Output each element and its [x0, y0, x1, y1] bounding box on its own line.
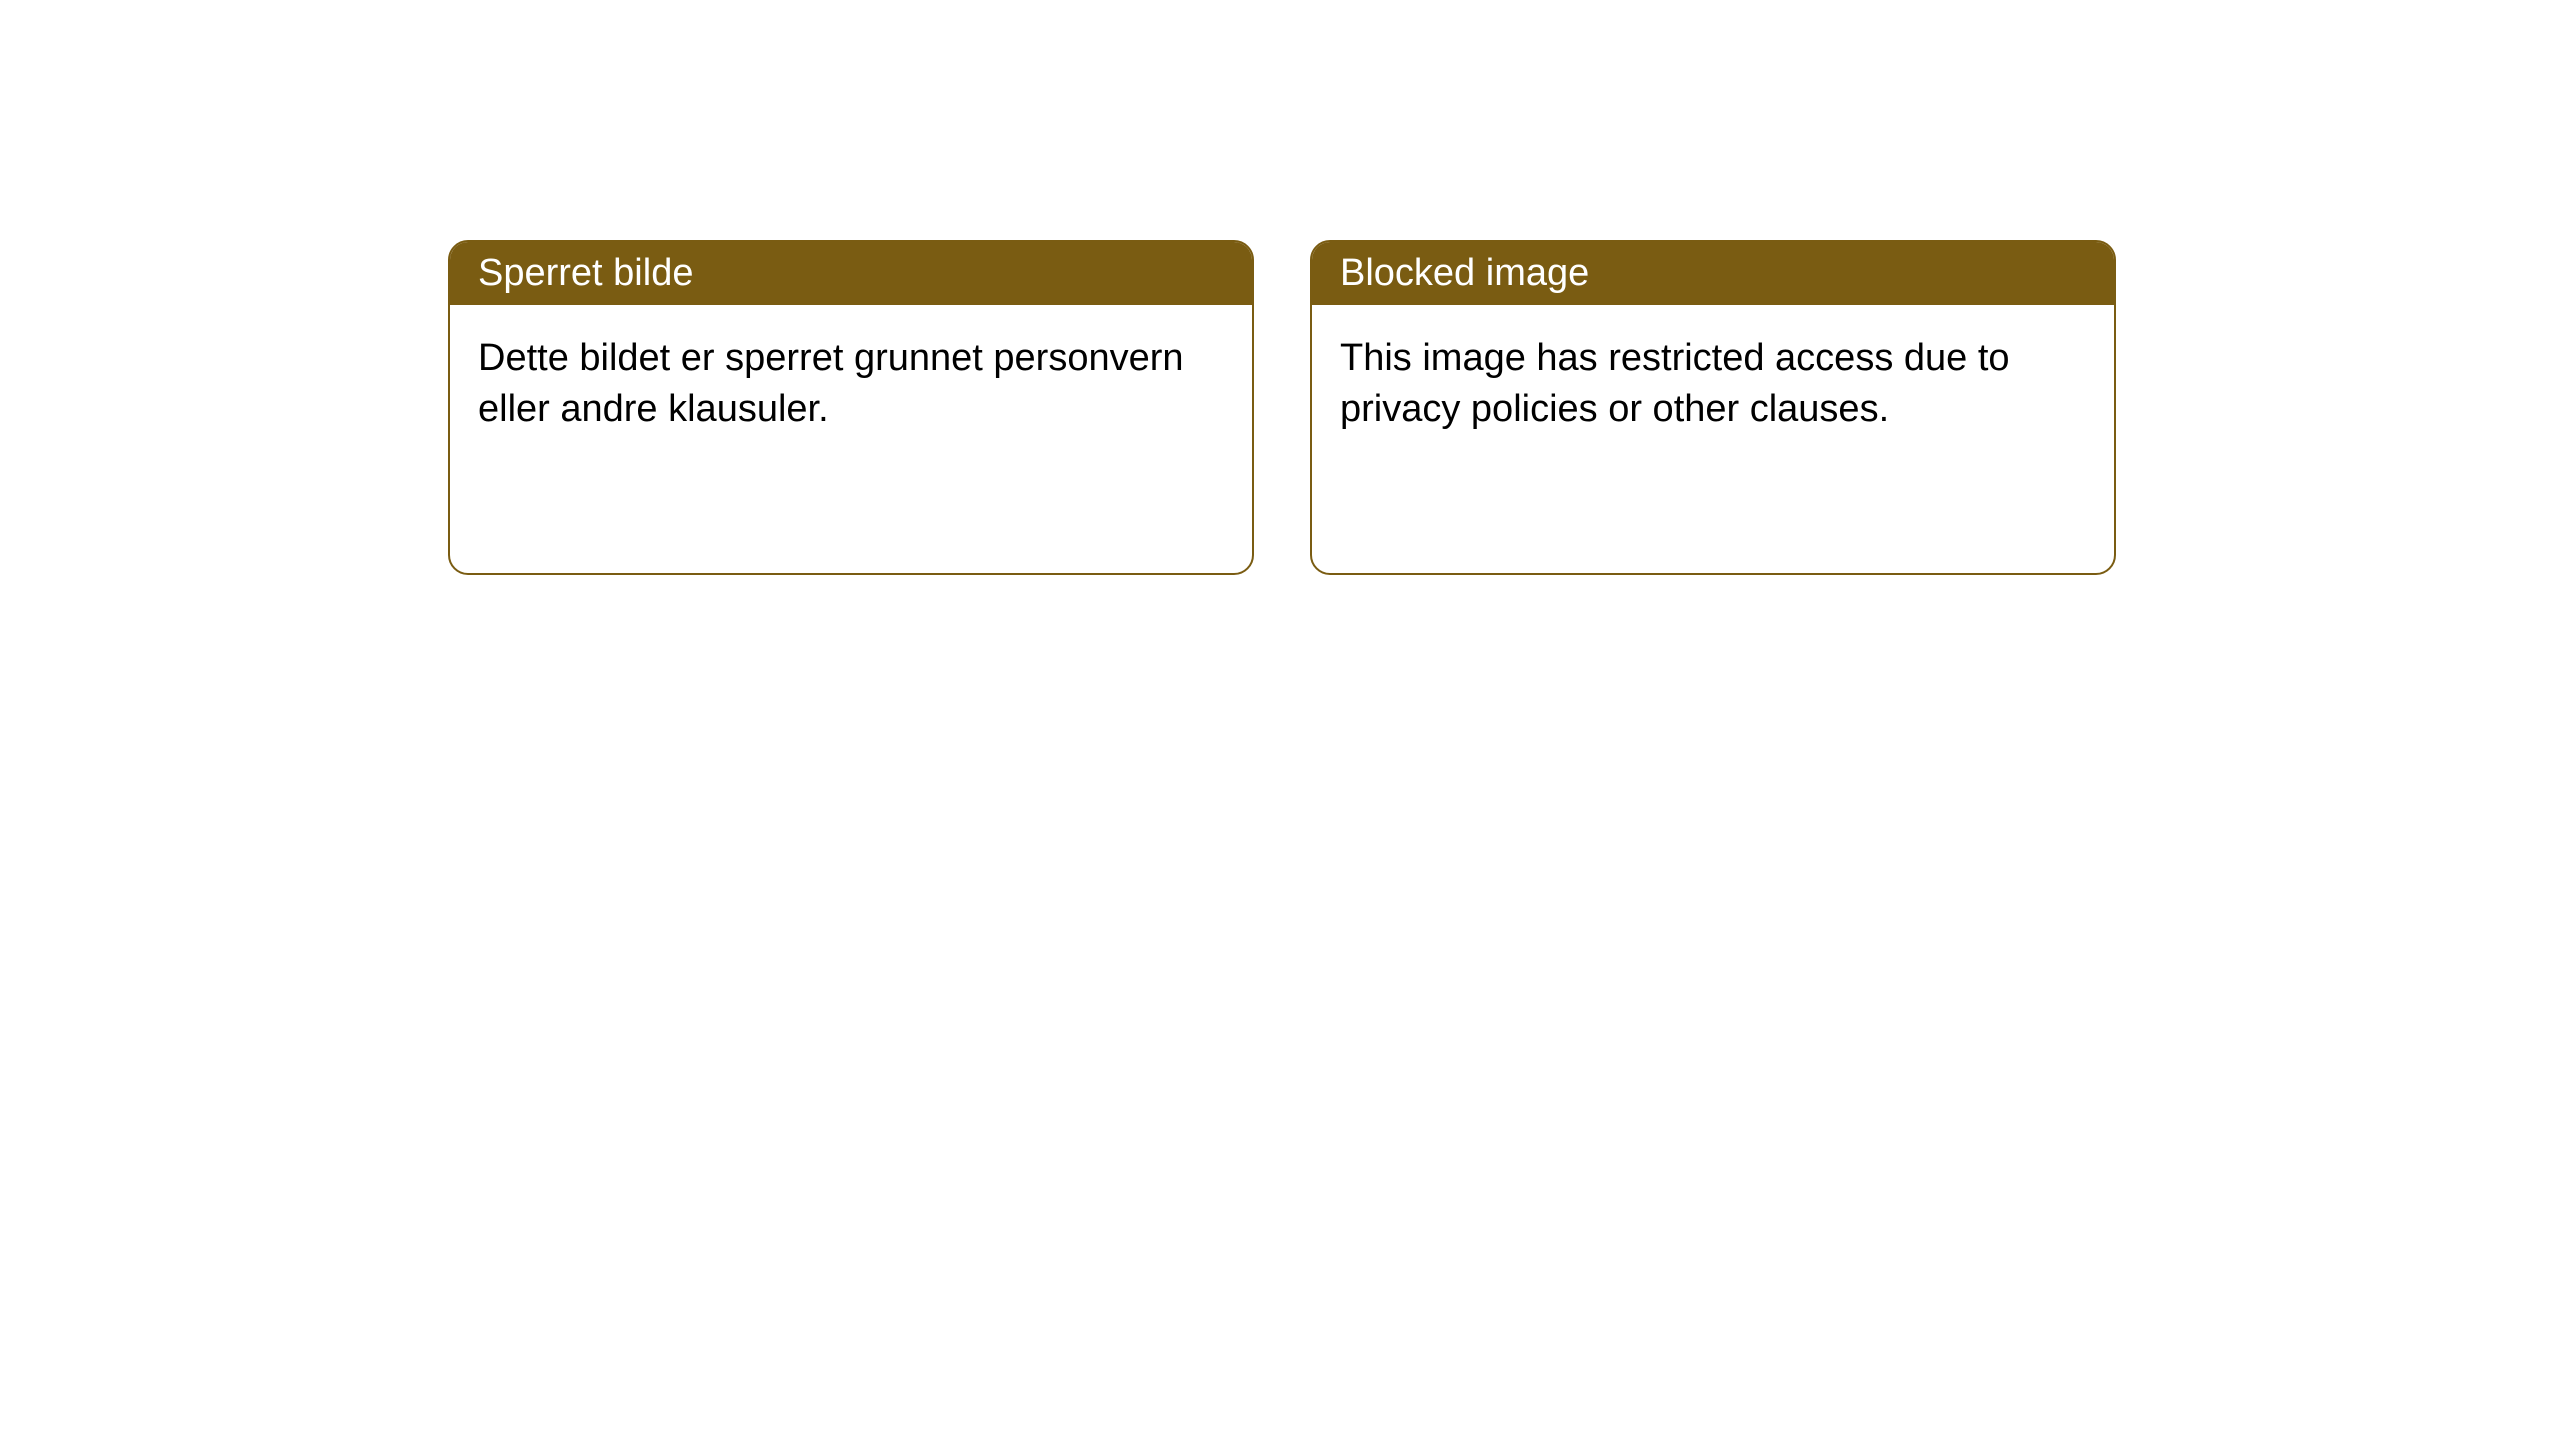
notice-cards-row: Sperret bilde Dette bildet er sperret gr…: [448, 240, 2116, 575]
notice-header-english: Blocked image: [1312, 242, 2114, 305]
notice-box-norwegian: Sperret bilde Dette bildet er sperret gr…: [448, 240, 1254, 575]
notice-box-english: Blocked image This image has restricted …: [1310, 240, 2116, 575]
notice-body-norwegian: Dette bildet er sperret grunnet personve…: [450, 305, 1252, 464]
notice-body-english: This image has restricted access due to …: [1312, 305, 2114, 464]
notice-header-norwegian: Sperret bilde: [450, 242, 1252, 305]
